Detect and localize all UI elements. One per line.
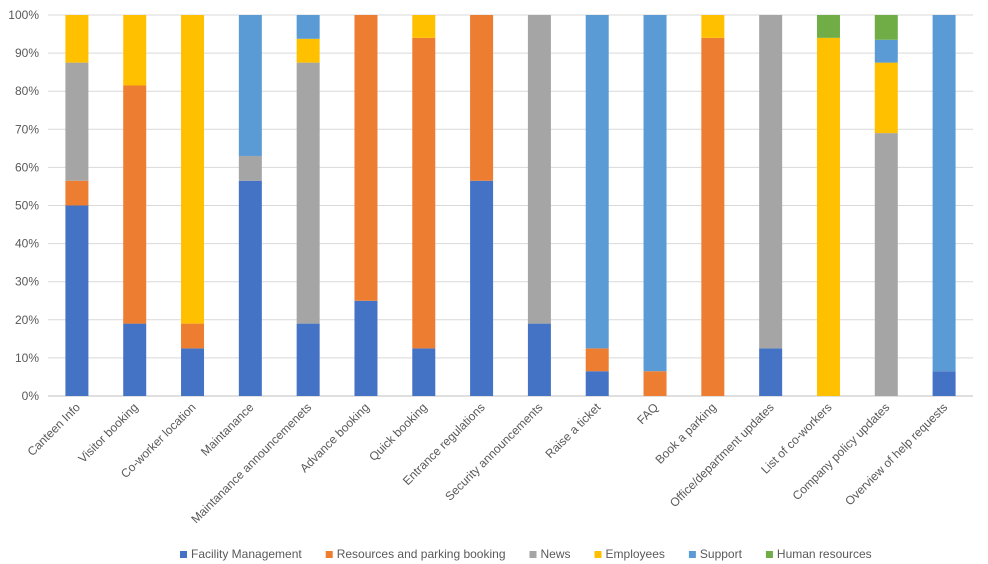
bar-segment xyxy=(816,37,840,397)
legend-swatch xyxy=(594,551,602,558)
bar-segment xyxy=(643,15,667,372)
x-tick-label: Visitor booking xyxy=(75,400,140,465)
bar-segment xyxy=(470,15,494,181)
y-tick-label: 100% xyxy=(8,8,39,22)
y-tick-label: 0% xyxy=(22,389,40,403)
bar-segment xyxy=(874,62,898,134)
y-tick-label: 20% xyxy=(15,313,39,327)
bar-segment xyxy=(874,133,898,397)
bar-segment xyxy=(816,15,840,38)
x-tick-label: Overview of help requests xyxy=(842,400,950,508)
legend-label: Resources and parking booking xyxy=(337,547,506,561)
bar-segment xyxy=(527,15,551,324)
bar-segment xyxy=(123,323,147,396)
legend-label: Facility Management xyxy=(191,547,302,561)
bar-segment xyxy=(932,371,956,396)
bar-segment xyxy=(181,323,205,349)
x-tick-label: Quick booking xyxy=(366,400,430,464)
legend-swatch xyxy=(529,551,537,558)
x-tick-label: Maintanance xyxy=(198,400,257,459)
bar-segment xyxy=(181,15,205,324)
x-tick-label: Canteen Info xyxy=(25,400,84,459)
bar-segment xyxy=(296,62,320,324)
y-tick-label: 50% xyxy=(15,199,39,213)
y-tick-label: 90% xyxy=(15,46,39,60)
bar-segment xyxy=(527,323,551,396)
y-tick-label: 80% xyxy=(15,84,39,98)
bar-segment xyxy=(238,155,262,181)
y-tick-label: 60% xyxy=(15,160,39,174)
bar-segment xyxy=(123,15,147,86)
y-tick-label: 10% xyxy=(15,351,39,365)
bar-segment xyxy=(123,85,147,324)
y-tick-label: 70% xyxy=(15,122,39,136)
bar-segment xyxy=(585,371,609,396)
bar-segment xyxy=(65,205,89,396)
x-tick-label: Company policy updates xyxy=(790,400,893,503)
legend-label: Support xyxy=(700,547,743,561)
legend-label: Human resources xyxy=(777,547,872,561)
y-tick-label: 30% xyxy=(15,275,39,289)
bar-segment xyxy=(585,15,609,349)
legend-label: Employees xyxy=(606,547,665,561)
bar-segment xyxy=(65,180,89,206)
bar-segment xyxy=(412,348,436,396)
x-tick-label: Raise a ticket xyxy=(543,400,604,461)
legend-label: News xyxy=(541,547,571,561)
bar-segment xyxy=(65,62,89,181)
legend-swatch xyxy=(688,551,696,558)
bar-segment xyxy=(701,15,725,38)
bar-segment xyxy=(874,15,898,40)
bar-segment xyxy=(932,15,956,372)
bar-segment xyxy=(354,300,378,396)
bar-segment xyxy=(296,323,320,396)
y-tick-label: 40% xyxy=(15,237,39,251)
bar-segment xyxy=(296,15,320,39)
bar-segment xyxy=(65,15,89,63)
bar-segment xyxy=(238,180,262,396)
x-tick-label: Office/department updates xyxy=(667,400,777,510)
bar-segment xyxy=(412,15,436,38)
bar-segment xyxy=(296,38,320,63)
bar-segment xyxy=(470,180,494,396)
x-tick-label: Security announcements xyxy=(442,400,545,503)
legend-swatch xyxy=(180,551,187,558)
bar-segment xyxy=(874,39,898,63)
legend-swatch xyxy=(325,551,333,558)
bar-segment xyxy=(181,348,205,396)
legend: Facility Management Resources and parking… xyxy=(180,547,872,561)
bars xyxy=(65,15,956,397)
legend-swatch xyxy=(765,551,773,558)
y-axis: 0% 10% 20% 30% 40% 50% 60% 70% 80% 90% 100% xyxy=(8,8,39,403)
bar-segment xyxy=(759,348,783,396)
bar-segment xyxy=(759,15,783,349)
bar-segment xyxy=(585,348,609,372)
bar-segment xyxy=(354,15,378,301)
x-tick-label: FAQ xyxy=(634,400,661,427)
x-tick-label: Maintanance announcemenets xyxy=(188,400,314,526)
bar-segment xyxy=(238,15,262,156)
bar-segment xyxy=(701,37,725,397)
bar-segment xyxy=(643,371,667,396)
bar-segment xyxy=(412,37,436,349)
